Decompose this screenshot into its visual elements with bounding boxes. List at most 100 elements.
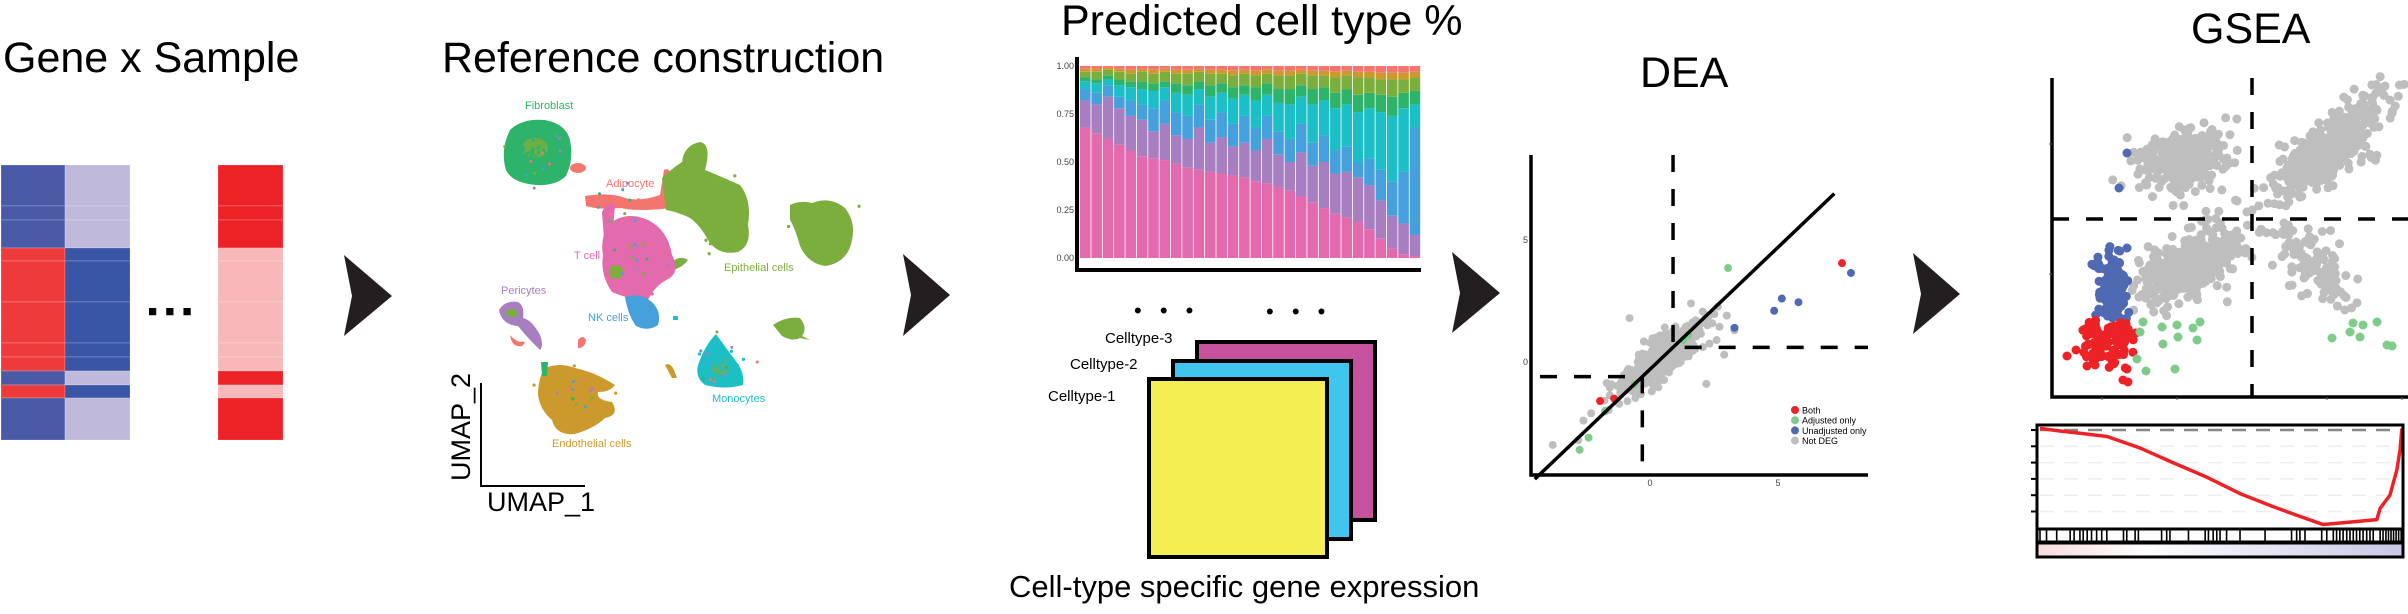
umap-cell-point xyxy=(508,160,512,164)
stacked-bar-segment xyxy=(1193,71,1205,82)
gsea-point xyxy=(2232,196,2242,206)
heatmap-cell xyxy=(0,247,66,262)
stacked-bar-segment xyxy=(1364,92,1375,109)
umap-cell-point xyxy=(542,163,546,167)
gsea-point xyxy=(2349,84,2359,94)
gsea-point xyxy=(2254,201,2264,211)
stacked-bar-segment xyxy=(1205,85,1216,97)
y-tick-label: 0 xyxy=(1523,357,1528,367)
umap-cell-point xyxy=(652,272,657,277)
gsea-point xyxy=(2134,183,2144,193)
gsea-point xyxy=(2367,96,2377,106)
stacked-bar-segment xyxy=(1159,123,1171,161)
umap-cell-point xyxy=(701,358,705,362)
umap-cell-point xyxy=(845,240,849,245)
dea-point-not-deg xyxy=(1638,349,1647,358)
legend-label: Unadjusted only xyxy=(1802,426,1867,436)
umap-cell-point xyxy=(787,224,791,229)
umap-cell-point xyxy=(820,209,824,213)
stacked-bar-segment xyxy=(1250,70,1262,76)
gsea-point xyxy=(2104,352,2114,362)
stacked-bar-segment xyxy=(1205,73,1216,86)
stacked-bar-segment xyxy=(1318,135,1330,162)
umap-cell-point xyxy=(641,243,645,247)
gsea-point xyxy=(2159,306,2169,316)
umap-cell-point xyxy=(640,290,644,295)
umap-cell-point xyxy=(708,223,713,227)
stacked-bar-segment xyxy=(1205,119,1216,143)
stacked-bar-segment xyxy=(1170,66,1182,70)
stacked-bar-segment xyxy=(1307,66,1318,71)
gsea-point xyxy=(2105,286,2115,296)
dea-point-not-deg xyxy=(1654,333,1663,342)
gsea-point xyxy=(2314,118,2324,128)
stacked-bar-segment xyxy=(1295,196,1307,258)
gsea-point xyxy=(2121,291,2131,301)
umap-cell-point xyxy=(649,243,653,247)
gsea-point xyxy=(2375,72,2385,82)
heatmap-ellipsis: ■ ■ ■ xyxy=(148,303,194,320)
stacked-bar-segment xyxy=(1136,66,1148,69)
stacked-bar-segment xyxy=(1307,75,1318,90)
stacked-bar-segment xyxy=(1330,150,1341,174)
umap-cell-point xyxy=(589,409,593,413)
gsea-panel: GSEA xyxy=(2031,5,2408,559)
gsea-point xyxy=(2326,226,2336,236)
gsea-point xyxy=(2162,268,2172,278)
stacked-bar-segment xyxy=(1250,181,1262,258)
stacked-bar-segment xyxy=(1205,142,1216,172)
gsea-point xyxy=(2284,237,2294,247)
dea-point xyxy=(1846,268,1855,277)
gsea-point xyxy=(2298,182,2308,192)
umap-cell-point xyxy=(571,410,576,415)
gsea-point xyxy=(2138,317,2148,327)
umap-cell-point xyxy=(704,222,709,227)
gsea-point xyxy=(2217,185,2227,195)
gsea-point xyxy=(2268,228,2278,238)
gsea-point xyxy=(2273,183,2283,193)
umap-cluster-epithelial-2 xyxy=(790,200,854,266)
gsea-point xyxy=(2161,293,2171,303)
gsea-point xyxy=(2147,192,2157,202)
stacked-bar-segment xyxy=(1341,146,1352,172)
stacked-bar-segment xyxy=(1182,73,1193,86)
gsea-point xyxy=(2119,345,2129,355)
dea-point-not-deg xyxy=(1671,354,1680,363)
gsea-point xyxy=(2091,323,2101,333)
gsea-point xyxy=(2134,292,2144,302)
stacked-bar-segment xyxy=(1409,256,1421,258)
umap-cell-point xyxy=(572,364,576,368)
ranked-list-gradient xyxy=(2035,541,2405,559)
umap-cell-point xyxy=(613,248,617,252)
umap-cell-point xyxy=(532,186,536,190)
gsea-point xyxy=(2212,160,2222,170)
umap-cell-point xyxy=(718,198,723,202)
umap-cell-point xyxy=(704,363,708,367)
stacked-bar-segment xyxy=(1318,208,1330,258)
gsea-point xyxy=(2123,329,2133,339)
stacked-bar-segment xyxy=(1159,100,1171,124)
umap-cell-point xyxy=(654,243,659,248)
gsea-point xyxy=(2286,168,2296,178)
reference-title: Reference construction xyxy=(442,34,884,82)
stacked-bar-segment xyxy=(1273,154,1284,187)
dea-point xyxy=(1794,298,1803,307)
gsea-point xyxy=(2153,261,2163,271)
dea-point-not-deg xyxy=(1664,355,1673,364)
dea-point-not-deg xyxy=(1679,349,1688,358)
umap-cell-point xyxy=(713,371,717,375)
heatmap-cell xyxy=(0,205,66,221)
dea-point-not-deg xyxy=(1705,339,1714,348)
gsea-point xyxy=(2372,105,2382,115)
dea-point xyxy=(1625,314,1634,323)
umap-cell-point xyxy=(614,391,618,395)
umap-cell-point xyxy=(542,166,546,170)
umap-cell-point xyxy=(701,202,705,206)
umap-cell-point xyxy=(694,214,698,218)
dea-point-not-deg xyxy=(1647,387,1656,396)
gsea-point xyxy=(2163,258,2173,268)
gsea-point xyxy=(2278,154,2288,164)
gsea-point xyxy=(2141,366,2151,376)
stacked-bar-segment xyxy=(1273,186,1284,258)
stacked-bar-segment xyxy=(1182,69,1193,74)
